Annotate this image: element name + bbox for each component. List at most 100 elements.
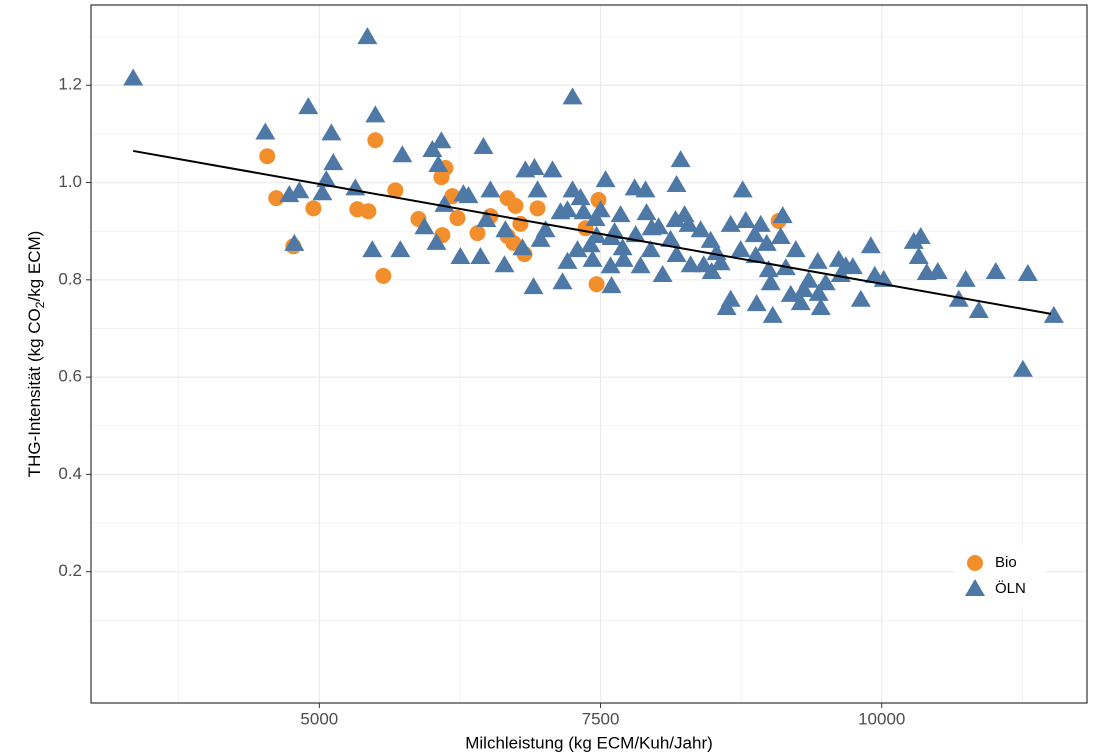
y-tick-label: 0.4 — [58, 464, 82, 483]
y-label-part: THG-Intensität (kg CO — [25, 308, 44, 477]
point — [494, 255, 515, 273]
point — [392, 145, 413, 163]
y-label-part: /kg ECM) — [25, 231, 44, 302]
point — [530, 229, 551, 247]
point — [529, 200, 546, 217]
point — [735, 210, 756, 228]
point — [428, 155, 449, 173]
point — [625, 225, 646, 243]
plot-border — [90, 4, 1088, 704]
point — [345, 178, 366, 196]
point — [666, 174, 687, 192]
legend-marker — [967, 555, 983, 571]
point — [613, 249, 634, 267]
point — [431, 131, 452, 149]
point — [375, 267, 392, 284]
point — [387, 182, 404, 199]
point — [807, 251, 828, 269]
point — [422, 139, 443, 157]
point — [710, 253, 731, 271]
point — [360, 203, 377, 220]
point — [636, 203, 657, 221]
point — [756, 233, 777, 251]
point — [259, 148, 276, 165]
legend: Bio ÖLN — [955, 545, 1045, 607]
point — [476, 209, 497, 227]
x-tick-label: 7500 — [582, 709, 620, 728]
point — [815, 273, 836, 291]
point — [850, 289, 871, 307]
point — [785, 240, 806, 258]
point — [955, 269, 976, 287]
point — [630, 256, 651, 274]
point — [469, 225, 486, 242]
point — [770, 227, 791, 245]
point — [458, 186, 479, 204]
legend-marker — [965, 579, 985, 596]
point — [414, 217, 435, 235]
point — [367, 132, 384, 149]
point — [284, 233, 305, 251]
point — [582, 249, 603, 267]
point — [426, 232, 447, 250]
point — [586, 226, 607, 244]
point — [744, 225, 765, 243]
point — [580, 235, 601, 253]
point — [512, 238, 533, 256]
point — [640, 240, 661, 258]
point — [793, 280, 814, 298]
point — [450, 246, 471, 264]
point — [910, 227, 931, 245]
point — [557, 251, 578, 269]
point — [612, 238, 633, 256]
point — [762, 305, 783, 323]
point — [908, 246, 929, 264]
point — [720, 214, 741, 232]
point — [449, 210, 466, 227]
point — [690, 220, 711, 238]
point — [842, 257, 863, 275]
point — [357, 27, 378, 45]
point — [670, 150, 691, 168]
point — [470, 246, 491, 264]
y-tick-label: 1.2 — [58, 75, 82, 94]
point — [524, 157, 545, 175]
y-tick-label: 0.2 — [58, 561, 82, 580]
x-axis-label: Milchleistung (kg ECM/Kuh/Jahr) — [465, 733, 713, 752]
point — [570, 188, 591, 206]
point — [1012, 359, 1033, 377]
point — [652, 264, 673, 282]
point — [552, 272, 573, 290]
point — [562, 180, 583, 198]
point — [585, 209, 606, 227]
point — [390, 240, 411, 258]
point — [750, 214, 771, 232]
point — [567, 240, 588, 258]
point — [316, 170, 337, 188]
point — [798, 270, 819, 288]
point — [790, 293, 811, 311]
point — [321, 123, 342, 141]
point — [927, 262, 948, 280]
point — [542, 160, 563, 178]
point — [680, 255, 701, 273]
x-tick-label: 5000 — [300, 709, 338, 728]
point — [860, 236, 881, 254]
point — [732, 180, 753, 198]
y-axis-label: THG-Intensität (kg CO2/kg ECM) — [25, 231, 47, 478]
point — [701, 262, 722, 280]
point — [523, 277, 544, 295]
point — [507, 197, 524, 214]
point — [985, 262, 1006, 280]
point — [665, 209, 686, 227]
point — [362, 240, 383, 258]
legend-label: ÖLN — [995, 579, 1026, 597]
point — [780, 284, 801, 302]
point — [648, 217, 669, 235]
point — [590, 200, 611, 218]
point — [473, 137, 494, 155]
point — [573, 202, 594, 220]
point — [968, 300, 989, 318]
point — [312, 183, 333, 201]
